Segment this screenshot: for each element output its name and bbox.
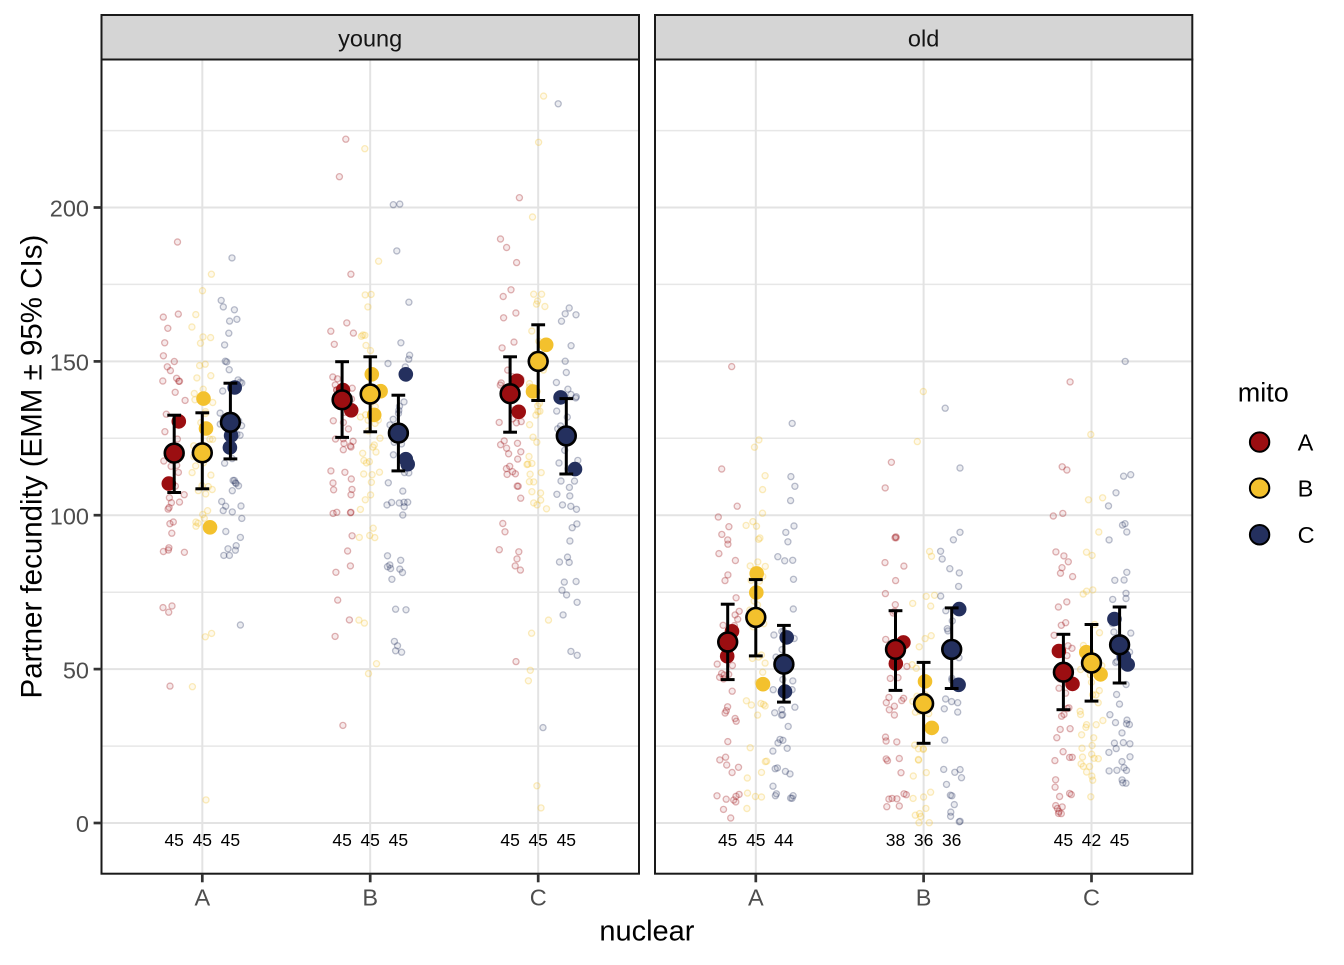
svg-text:100: 100 [50,504,89,530]
svg-text:Partner fecundity (EMM ± 95% C: Partner fecundity (EMM ± 95% CIs) [16,235,49,699]
svg-text:44: 44 [774,830,794,850]
svg-text:C: C [1083,885,1100,911]
svg-text:B: B [362,885,378,911]
svg-text:45: 45 [193,830,212,850]
svg-text:A: A [748,885,764,911]
svg-text:150: 150 [50,350,89,376]
svg-text:45: 45 [164,830,183,850]
svg-text:mito: mito [1238,378,1289,408]
svg-text:B: B [1298,476,1314,502]
svg-text:45: 45 [500,830,519,850]
svg-text:B: B [916,885,932,911]
svg-text:36: 36 [914,830,933,850]
svg-text:A: A [1298,430,1314,456]
svg-text:36: 36 [942,830,961,850]
svg-text:old: old [908,25,939,51]
svg-text:C: C [530,885,547,911]
svg-text:50: 50 [63,657,89,683]
svg-text:45: 45 [557,830,576,850]
svg-text:young: young [338,25,402,51]
svg-text:45: 45 [389,830,408,850]
svg-text:45: 45 [746,830,765,850]
svg-text:200: 200 [50,196,89,222]
svg-text:45: 45 [360,830,379,850]
svg-text:45: 45 [332,830,351,850]
svg-text:A: A [194,885,210,911]
svg-text:45: 45 [718,830,737,850]
svg-text:45: 45 [221,830,240,850]
svg-text:45: 45 [1054,830,1073,850]
svg-text:42: 42 [1082,830,1101,850]
svg-text:nuclear: nuclear [599,916,694,948]
svg-text:45: 45 [1110,830,1129,850]
svg-text:0: 0 [76,811,89,837]
svg-text:45: 45 [528,830,547,850]
svg-text:C: C [1298,522,1315,548]
svg-text:38: 38 [886,830,905,850]
